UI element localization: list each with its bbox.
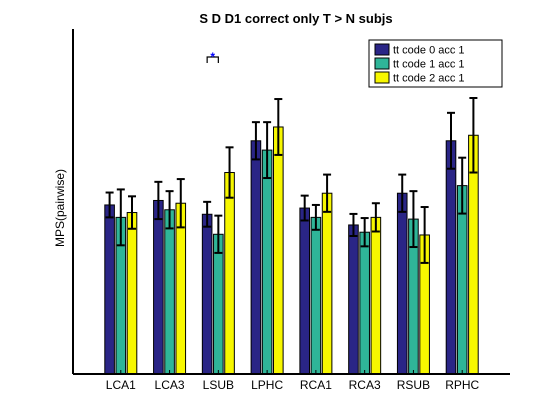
error-bar-RPHC-2 [469, 97, 478, 174]
error-bar-RSUB-2 [420, 206, 429, 264]
error-bar-LCA3-1 [165, 190, 174, 230]
x-tick-label-RPHC: RPHC [445, 378, 479, 392]
x-tick-label-RSUB: RSUB [397, 378, 430, 392]
bar-LCA3-0 [153, 199, 164, 375]
x-tick-label-LPHC: LPHC [251, 378, 283, 392]
error-bar-RCA1-0 [300, 194, 309, 222]
legend-swatch-2 [374, 71, 390, 84]
significance-bracket [206, 56, 219, 63]
error-bar-LCA3-2 [176, 178, 185, 229]
x-tick-label-LCA1: LCA1 [106, 378, 136, 392]
plot-area: * [104, 50, 479, 375]
bar-RPHC-0 [445, 140, 457, 375]
bar-LSUB-1 [213, 233, 224, 375]
legend-label-2: tt code 2 acc 1 [393, 73, 465, 85]
y-axis-label: MPS(pairwise) [53, 169, 67, 247]
error-bar-RCA3-1 [360, 217, 369, 248]
bar-LCA1-2 [126, 212, 138, 375]
bar-RCA3-0 [348, 224, 359, 375]
legend: tt code 0 acc 1 tt code 1 acc 1 tt code 2 … [368, 39, 503, 88]
bar-RCA3-2 [370, 216, 382, 375]
significance-marker: * [210, 50, 215, 64]
x-tick-label-LSUB: LSUB [203, 378, 234, 392]
error-bar-LCA3-0 [154, 180, 163, 221]
error-bar-LCA1-1 [116, 188, 125, 247]
x-tick-label-RCA1: RCA1 [300, 378, 332, 392]
error-bar-LPHC-2 [274, 98, 283, 156]
bar-RCA1-1 [310, 216, 322, 375]
legend-label-0: tt code 0 acc 1 [393, 45, 465, 57]
error-bar-RCA1-2 [323, 173, 332, 213]
error-bar-RCA3-0 [349, 212, 358, 237]
error-bar-RPHC-0 [447, 111, 456, 170]
legend-label-1: tt code 1 acc 1 [393, 59, 465, 71]
bar-RCA3-1 [359, 231, 370, 375]
axes: LCA1 LCA3 LSUB LPHC RCA1 RCA3 RSUB RPHC [72, 29, 510, 392]
error-bar-LSUB-2 [225, 146, 234, 199]
error-bar-LSUB-1 [214, 214, 223, 254]
error-bar-RSUB-0 [398, 173, 407, 213]
bar-LSUB-2 [224, 172, 235, 375]
chart-title: S D D1 correct only T > N subjs [199, 11, 392, 26]
bar-LPHC-0 [250, 140, 262, 375]
bar-LSUB-0 [201, 213, 213, 375]
bar-LCA1-0 [104, 204, 115, 375]
bar-RSUB-0 [396, 192, 408, 375]
error-bar-LSUB-0 [203, 200, 212, 228]
error-bar-RCA1-1 [311, 203, 320, 231]
bar-RCA1-0 [299, 207, 310, 375]
x-tick-label-LCA3: LCA3 [155, 378, 185, 392]
error-bar-LPHC-1 [263, 121, 272, 180]
error-bar-LPHC-0 [251, 121, 260, 161]
error-bar-LCA1-2 [127, 195, 136, 230]
error-bar-RSUB-1 [409, 190, 418, 249]
legend-swatch-1 [374, 57, 390, 70]
error-bar-RPHC-1 [458, 156, 467, 215]
error-bar-RCA3-2 [371, 202, 380, 233]
x-tick-label-RCA3: RCA3 [349, 378, 381, 392]
bar-LPHC-1 [261, 149, 273, 375]
bar-LCA3-1 [164, 209, 175, 375]
bar-RCA1-2 [321, 192, 333, 375]
bar-LCA3-2 [175, 202, 187, 375]
legend-swatch-0 [374, 43, 390, 56]
bar-LPHC-2 [273, 126, 284, 375]
error-bar-LCA1-0 [105, 191, 114, 219]
legend-box [368, 39, 503, 88]
